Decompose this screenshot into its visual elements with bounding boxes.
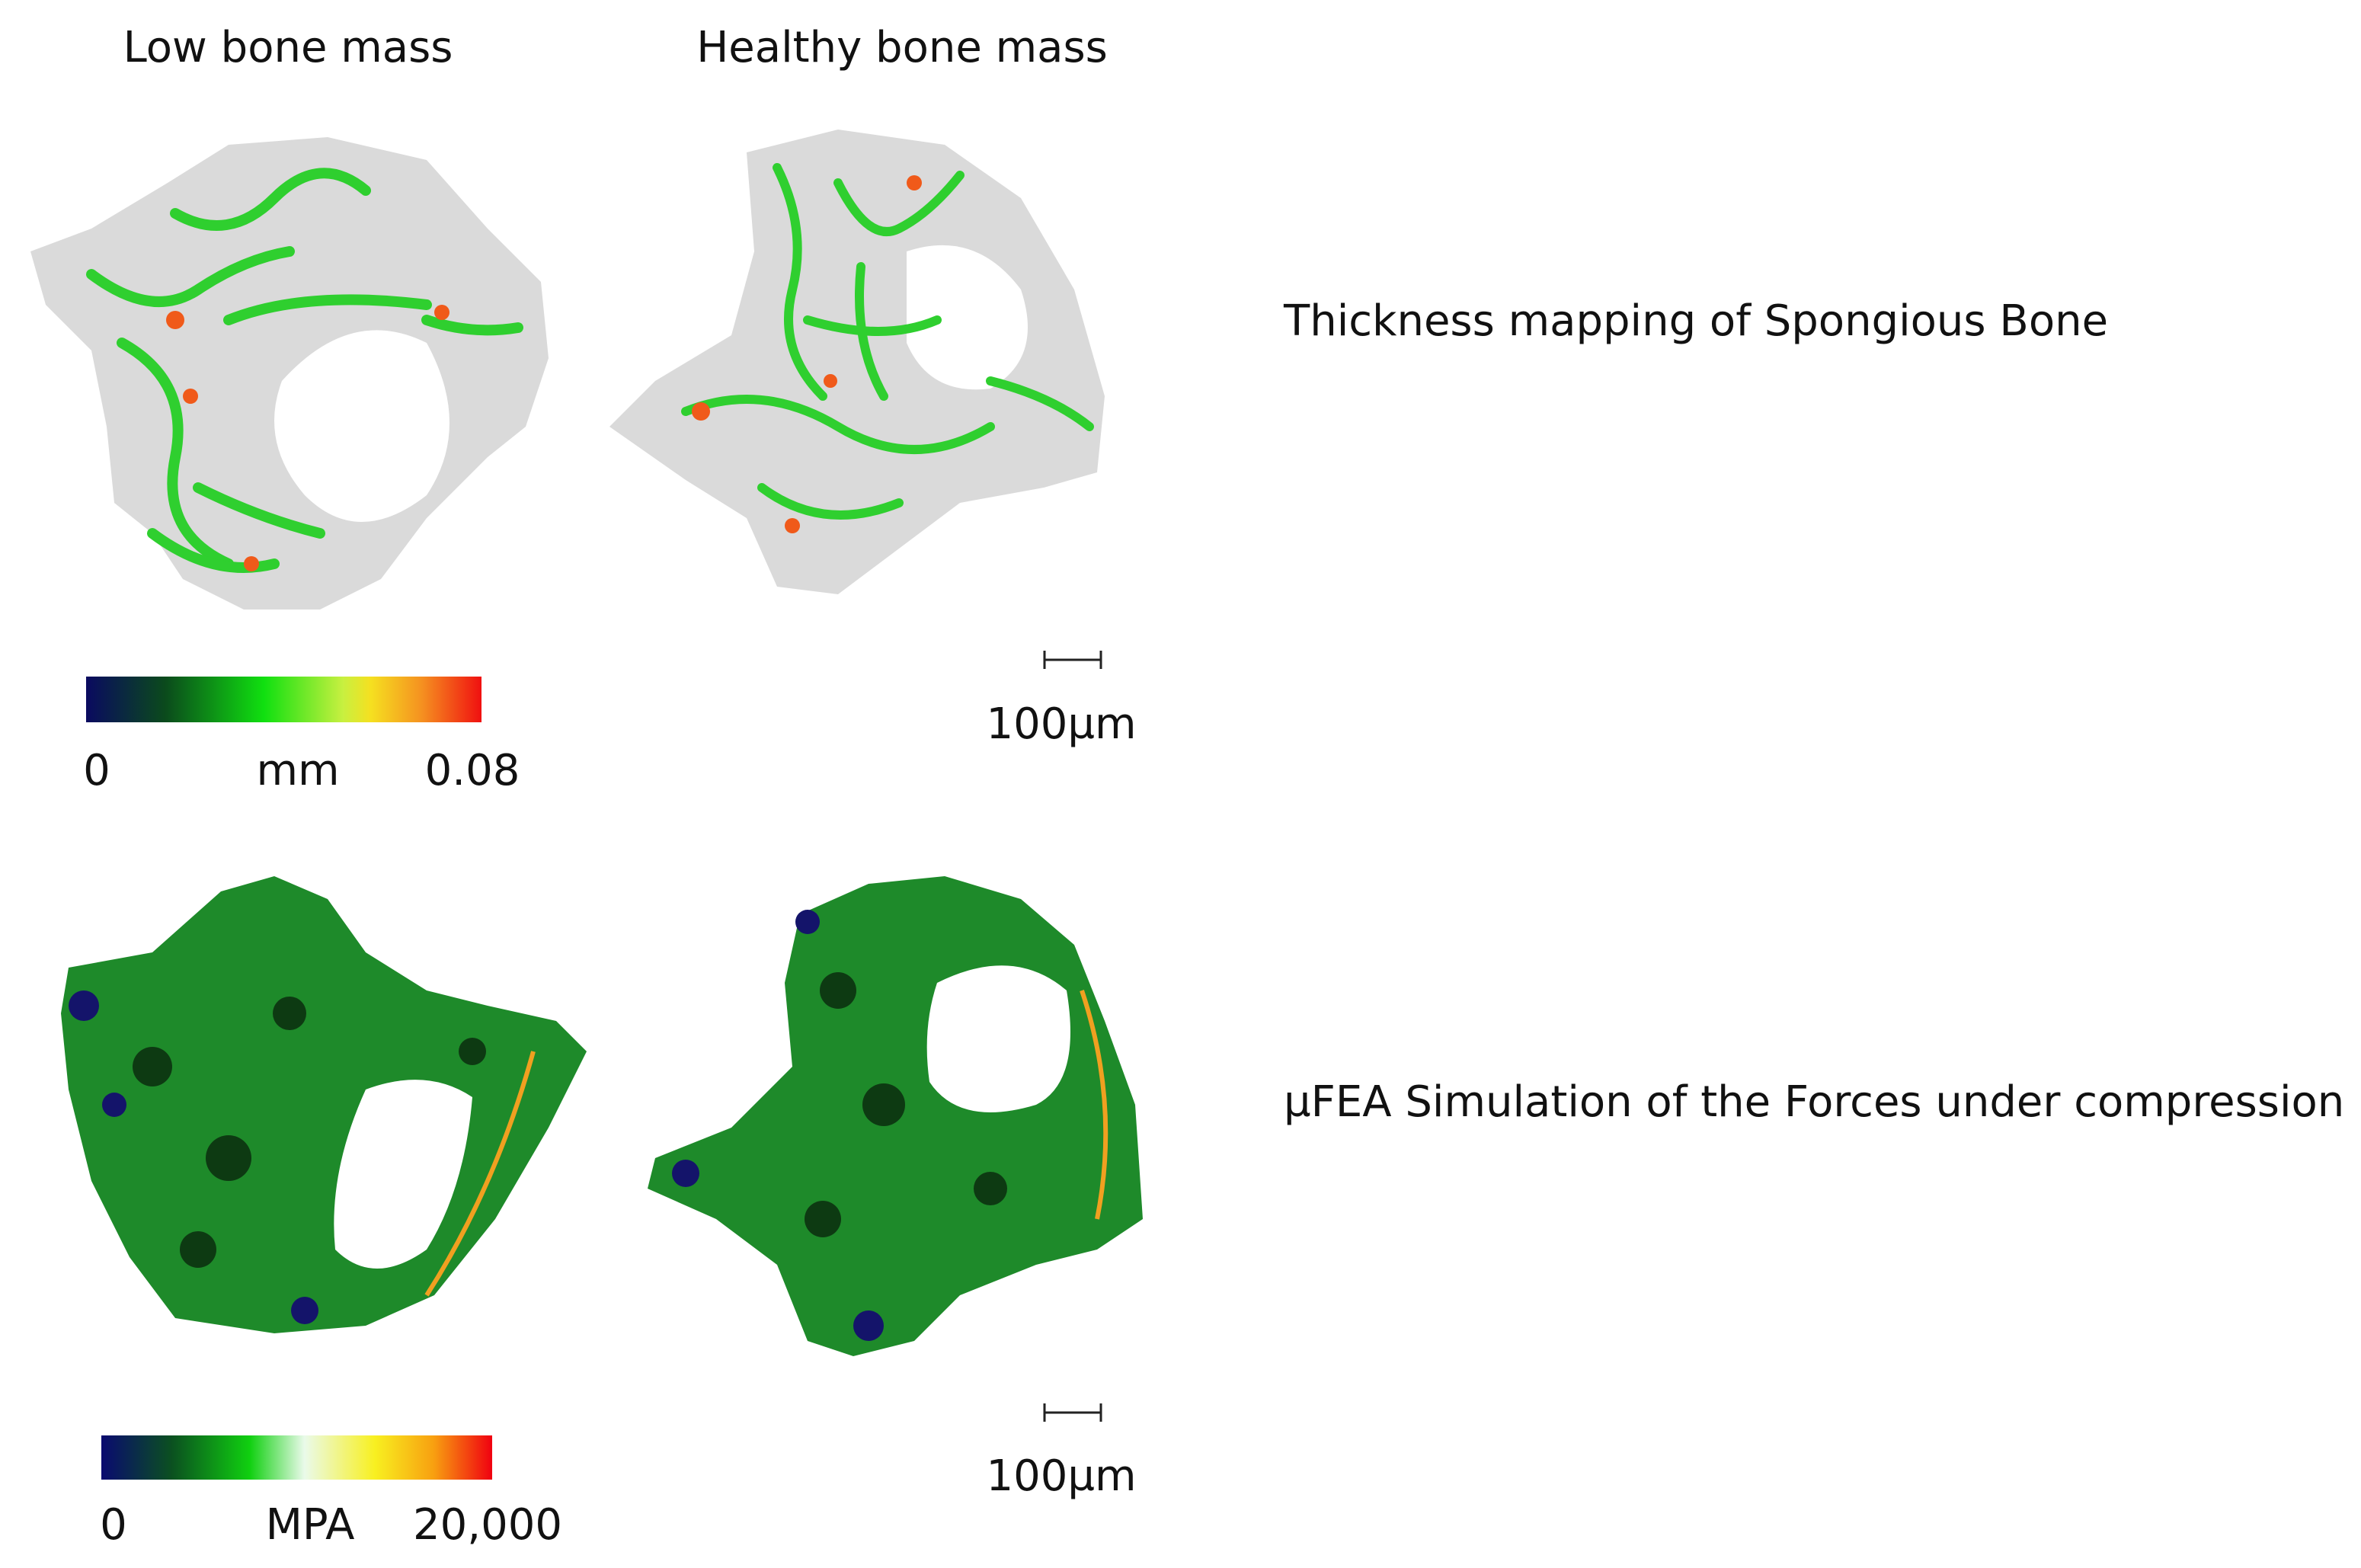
scale-bar	[1043, 1403, 1102, 1422]
colorbar-max: 20,000	[413, 1500, 562, 1550]
colorbar-unit: mm	[256, 746, 339, 795]
colorbar	[101, 1435, 492, 1480]
scale-bar	[1043, 651, 1102, 669]
column-header: Healthy bone mass	[696, 23, 1108, 72]
bone-image-low-stress	[61, 876, 587, 1333]
bone-image-low-thickness	[30, 137, 549, 610]
column-header: Low bone mass	[123, 23, 453, 72]
colorbar-min: 0	[100, 1500, 127, 1550]
scale-bar-label: 100µm	[986, 699, 1136, 749]
row-label: µFEA Simulation of the Forces under comp…	[1284, 1077, 2344, 1127]
colorbar	[86, 677, 481, 722]
row-label: Thickness mapping of Spongious Bone	[1283, 296, 2108, 346]
bone-image-healthy-thickness	[609, 130, 1105, 594]
colorbar-min: 0	[83, 746, 110, 795]
bone-image-healthy-stress	[648, 876, 1143, 1356]
colorbar-unit: MPA	[266, 1500, 355, 1550]
scale-bar-label: 100µm	[986, 1451, 1136, 1501]
colorbar-max: 0.08	[425, 746, 520, 795]
